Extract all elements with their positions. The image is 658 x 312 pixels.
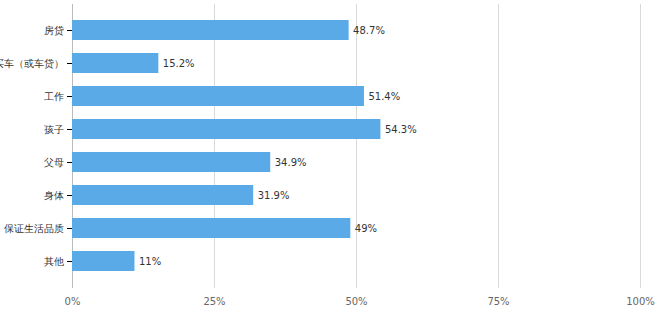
svg-text:25%: 25% xyxy=(203,296,225,307)
svg-text:54.3%: 54.3% xyxy=(385,124,417,135)
svg-text:0%: 0% xyxy=(65,296,81,307)
svg-text:买车（或车贷）: 买车（或车贷） xyxy=(0,58,64,69)
svg-text:身体: 身体 xyxy=(44,190,64,201)
svg-text:31.9%: 31.9% xyxy=(258,190,290,201)
svg-text:48.7%: 48.7% xyxy=(353,25,385,36)
svg-text:50%: 50% xyxy=(345,296,367,307)
svg-text:100%: 100% xyxy=(626,296,655,307)
svg-text:保证生活品质: 保证生活品质 xyxy=(4,223,64,234)
svg-text:房贷: 房贷 xyxy=(44,25,64,36)
svg-text:15.2%: 15.2% xyxy=(163,58,195,69)
svg-text:11%: 11% xyxy=(139,256,161,267)
svg-text:其他: 其他 xyxy=(44,256,64,267)
svg-text:75%: 75% xyxy=(487,296,509,307)
svg-text:父母: 父母 xyxy=(44,157,64,168)
svg-text:51.4%: 51.4% xyxy=(368,91,400,102)
svg-text:49%: 49% xyxy=(355,223,377,234)
svg-text:34.9%: 34.9% xyxy=(275,157,307,168)
svg-text:孩子: 孩子 xyxy=(44,124,64,135)
svg-text:工作: 工作 xyxy=(44,91,64,102)
